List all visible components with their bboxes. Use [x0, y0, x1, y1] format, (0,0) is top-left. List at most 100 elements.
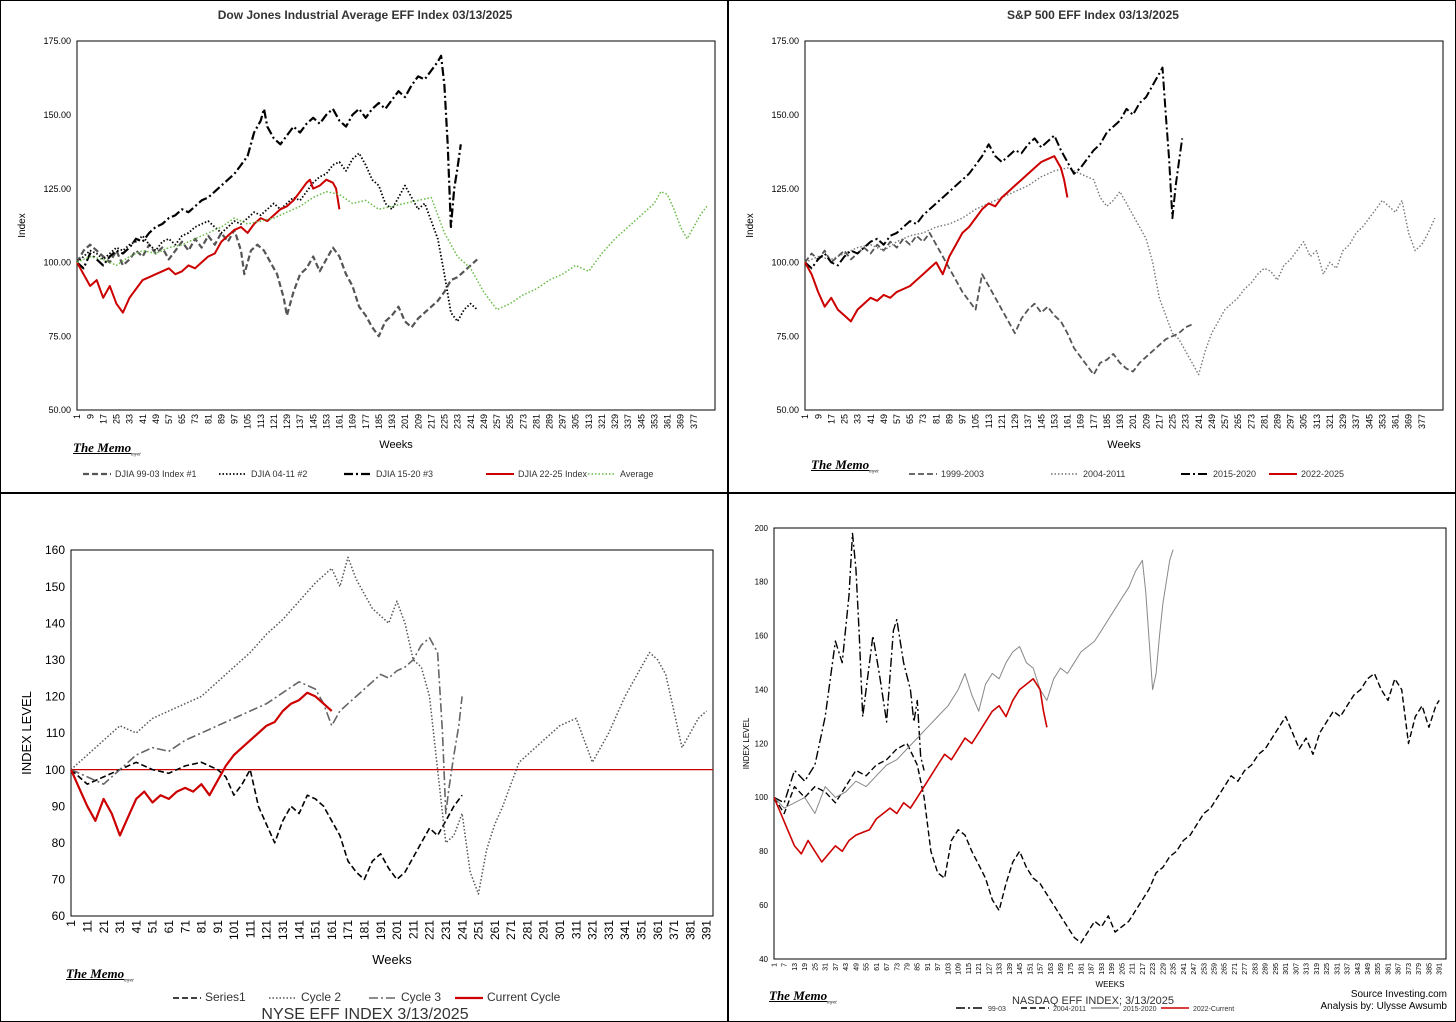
x-tick-label: 85	[915, 963, 922, 971]
x-tick-label: 345	[636, 414, 646, 429]
chart-title: Dow Jones Industrial Average EFF Index 0…	[218, 8, 513, 22]
nasdaq-chart: NASDAQ EFF INDEX; 3/13/20254060801001201…	[742, 524, 1447, 1013]
x-tick-label: 249	[479, 414, 489, 429]
x-tick-label: 121	[269, 414, 279, 429]
series-line-3	[76, 54, 462, 270]
x-tick-label: 331	[1334, 963, 1341, 975]
x-tick-label: 351	[635, 920, 649, 940]
x-tick-label: 9	[85, 414, 95, 419]
x-tick-label: 361	[663, 414, 673, 429]
x-tick-label: 7	[782, 963, 789, 967]
x-tick-label: 145	[1017, 963, 1024, 975]
series-line-1	[76, 228, 478, 338]
x-tick-label: 291	[537, 920, 551, 940]
x-tick-label: 91	[925, 963, 932, 971]
x-tick-label: 89	[216, 414, 226, 424]
x-tick-label: 249	[1207, 414, 1217, 429]
x-tick-label: 33	[853, 414, 863, 424]
x-tick-label: 193	[1115, 414, 1125, 429]
x-tick-label: 211	[1130, 963, 1137, 974]
x-tick-label: 97	[935, 963, 942, 971]
x-tick-label: 233	[453, 414, 463, 429]
x-tick-label: 355	[1375, 963, 1382, 975]
x-tick-label: 289	[1272, 414, 1282, 429]
x-tick-label: 289	[1263, 963, 1270, 975]
x-tick-label: 361	[1385, 963, 1392, 975]
x-tick-label: 281	[531, 414, 541, 429]
series-line-2	[70, 556, 708, 895]
y-tick-label: 125.00	[43, 184, 71, 194]
y-tick-label: 100.00	[771, 258, 799, 268]
x-tick-label: 281	[1259, 414, 1269, 429]
nyse-chart: NYSE EFF INDEX 3/13/20256070809010011012…	[19, 543, 714, 1021]
x-tick-label: 343	[1355, 963, 1362, 975]
x-tick-label: 161	[1063, 414, 1073, 429]
x-tick-label: 259	[1211, 963, 1218, 975]
x-tick-label: 305	[1299, 414, 1309, 429]
x-tick-label: 127	[986, 963, 993, 975]
x-tick-label: 223	[1150, 963, 1157, 975]
x-tick-label: 301	[1283, 963, 1290, 975]
legend-label: 99-03	[988, 1006, 1006, 1013]
x-tick-label: 111	[243, 920, 257, 939]
x-tick-label: 113	[256, 414, 266, 428]
x-tick-label: 201	[400, 414, 410, 429]
legend-label: Average	[620, 469, 653, 479]
x-tick-label: 273	[1246, 414, 1256, 429]
x-tick-label: 109	[956, 963, 963, 975]
x-tick-label: 349	[1365, 963, 1372, 975]
x-tick-label: 217	[1154, 414, 1164, 429]
x-tick-label: 49	[879, 414, 889, 424]
x-tick-label: 321	[586, 920, 600, 940]
x-tick-label: 185	[1102, 414, 1112, 429]
djia-chart: Dow Jones Industrial Average EFF Index 0…	[17, 8, 716, 479]
x-tick-label: 241	[455, 920, 469, 940]
x-tick-label: 187	[1089, 963, 1096, 975]
x-tick-label: 209	[1141, 414, 1151, 429]
x-tick-label: 171	[341, 920, 355, 940]
x-tick-label: 19	[802, 963, 809, 971]
series-line-1	[773, 532, 925, 804]
y-tick-label: 175.00	[43, 36, 71, 46]
source-text: Source Investing.com	[1350, 989, 1447, 1000]
x-tick-label: 271	[1232, 963, 1239, 975]
x-tick-label: 129	[1010, 414, 1020, 429]
x-tick-label: 331	[602, 920, 616, 940]
x-tick-label: 115	[966, 963, 973, 974]
x-tick-label: 49	[151, 414, 161, 424]
x-tick-label: 151	[1027, 963, 1034, 975]
y-tick-label: 160	[755, 632, 769, 641]
x-tick-label: 161	[335, 414, 345, 429]
series-line-5	[76, 190, 708, 311]
x-tick-label: 105	[971, 414, 981, 429]
x-tick-label: 79	[904, 963, 911, 971]
analysis-text: Analysis by: Ulysse Awsumb	[1320, 1001, 1447, 1012]
x-tick-label: 241	[1194, 414, 1204, 429]
x-tick-label: 209	[413, 414, 423, 429]
x-tick-label: 51	[146, 920, 160, 934]
legend-label: DJIA 04-11 #2	[251, 469, 307, 479]
x-tick-label: 61	[162, 920, 176, 934]
x-tick-label: 105	[243, 414, 253, 429]
y-tick-label: 120	[755, 739, 769, 748]
x-tick-label: 1	[771, 963, 778, 967]
x-tick-label: 257	[492, 414, 502, 429]
y-tick-label: 160	[45, 543, 65, 557]
y-tick-label: 125.00	[771, 184, 799, 194]
x-tick-label: 379	[1416, 963, 1423, 975]
y-tick-label: 50.00	[48, 405, 71, 415]
x-tick-label: 353	[649, 414, 659, 429]
series-line-2	[76, 152, 478, 323]
y-axis-label: Index	[17, 213, 28, 237]
x-tick-label: 231	[439, 920, 453, 940]
x-tick-label: 25	[812, 963, 819, 971]
x-tick-label: 373	[1406, 963, 1413, 975]
x-tick-label: 225	[440, 414, 450, 429]
x-tick-label: 241	[1181, 963, 1188, 975]
x-tick-label: 307	[1293, 963, 1300, 975]
x-tick-label: 113	[984, 414, 994, 428]
x-tick-label: 233	[1181, 414, 1191, 429]
x-tick-label: 301	[553, 920, 567, 940]
y-tick-label: 40	[759, 955, 768, 964]
x-tick-label: 181	[1078, 963, 1085, 975]
